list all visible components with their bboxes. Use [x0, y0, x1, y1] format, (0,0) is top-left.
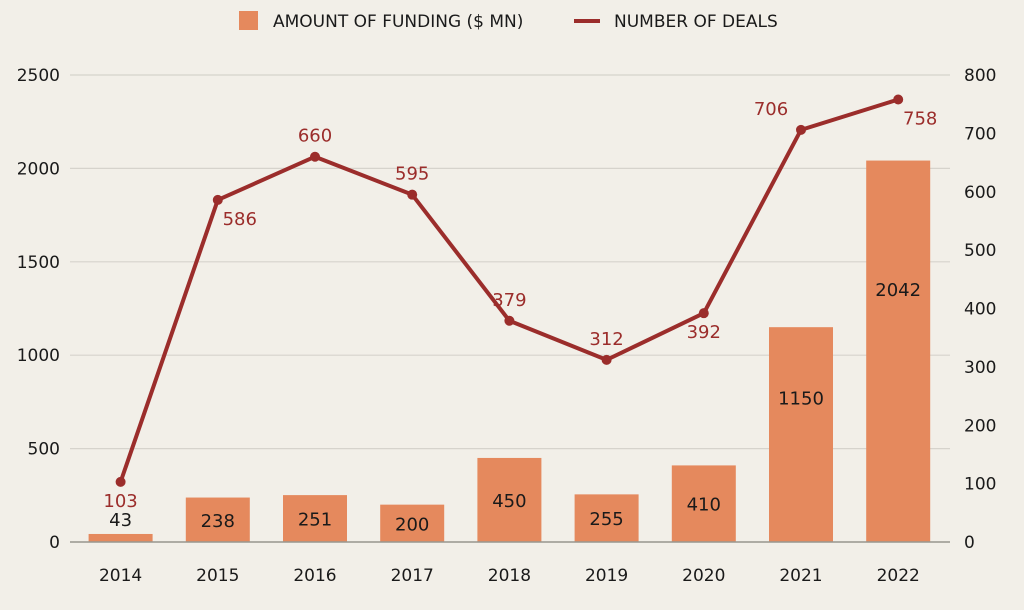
bar-series: 43 238 251 200 450 255 410 1150 2042 [88, 160, 931, 543]
deals-point [407, 189, 418, 200]
funding-bar [88, 533, 153, 542]
right-axis-tick-label: 800 [964, 66, 996, 86]
deals-point [601, 354, 612, 365]
deals-point-label: 103 [103, 491, 137, 512]
right-axis-tick-label: 600 [964, 183, 996, 203]
deals-point-label: 586 [223, 209, 257, 230]
right-axis-tick-label: 400 [964, 300, 996, 320]
left-axis-tick-label: 2000 [17, 159, 60, 179]
left-axis: 0 500 1000 1500 2000 2500 [17, 66, 60, 553]
right-axis-tick-label: 300 [964, 358, 996, 378]
deals-point [310, 151, 320, 162]
x-axis: 2014 2015 2016 2017 2018 2019 2020 2021 2022 [70, 541, 950, 586]
right-axis-tick-label: 200 [964, 416, 996, 436]
x-axis-tick-label: 2017 [391, 566, 434, 586]
left-axis-tick-label: 500 [28, 440, 60, 460]
right-axis: 0 100 200 300 400 500 600 700 800 [964, 66, 996, 553]
x-axis-tick-label: 2022 [877, 566, 920, 586]
legend: AMOUNT OF FUNDING ($ MN) NUMBER OF DEALS [239, 11, 778, 32]
deals-point-label: 595 [395, 164, 429, 185]
deals-point-label: 758 [903, 109, 937, 130]
right-axis-tick-label: 100 [964, 475, 996, 495]
deals-point-label: 706 [754, 99, 788, 120]
deals-point-label: 660 [298, 126, 332, 147]
x-axis-tick-label: 2016 [293, 566, 336, 586]
funding-bar [574, 494, 639, 542]
funding-bar-label: 450 [492, 491, 526, 512]
funding-bar-label: 410 [687, 495, 721, 516]
x-axis-tick-label: 2020 [682, 566, 725, 586]
deals-point-label: 392 [687, 322, 721, 343]
funding-bar-label: 238 [201, 511, 235, 532]
funding-bar-label: 43 [109, 510, 132, 531]
deals-point-label: 379 [492, 290, 526, 311]
deals-point [504, 315, 515, 326]
right-axis-tick-label: 700 [964, 124, 996, 144]
legend-bar-label: AMOUNT OF FUNDING ($ MN) [273, 12, 523, 32]
deals-point [796, 124, 806, 135]
funding-bar [283, 495, 347, 542]
deals-point [893, 94, 904, 105]
left-axis-tick-label: 0 [49, 533, 60, 553]
funding-bar-label: 251 [298, 510, 332, 531]
right-axis-tick-label: 500 [964, 241, 996, 261]
funding-bar-label: 2042 [875, 280, 921, 301]
x-axis-tick-label: 2015 [196, 566, 239, 586]
x-axis-tick-label: 2014 [99, 566, 142, 586]
x-axis-tick-label: 2019 [585, 566, 628, 586]
funding-bar [769, 327, 833, 542]
deals-point-label: 312 [589, 329, 623, 350]
funding-bar [477, 457, 542, 542]
funding-bar [380, 504, 445, 542]
x-axis-tick-label: 2018 [488, 566, 531, 586]
deals-point [698, 308, 709, 319]
legend-bar-swatch [239, 11, 258, 30]
left-axis-tick-label: 2500 [17, 66, 60, 86]
funding-bar-label: 1150 [778, 388, 824, 409]
funding-bar-label: 200 [395, 514, 429, 535]
funding-bar [185, 497, 250, 542]
left-axis-tick-label: 1500 [17, 253, 60, 273]
x-axis-tick-label: 2021 [779, 566, 822, 586]
left-axis-tick-label: 1000 [17, 346, 60, 366]
funding-bar-label: 255 [589, 509, 623, 530]
legend-line-label: NUMBER OF DEALS [614, 12, 778, 32]
line-series: 103 586 660 595 379 312 392 706 758 [103, 94, 937, 512]
deals-point [115, 476, 126, 487]
right-axis-tick-label: 0 [964, 533, 975, 553]
deals-point [212, 194, 223, 205]
funding-bar [866, 160, 931, 543]
funding-bar [671, 465, 736, 542]
